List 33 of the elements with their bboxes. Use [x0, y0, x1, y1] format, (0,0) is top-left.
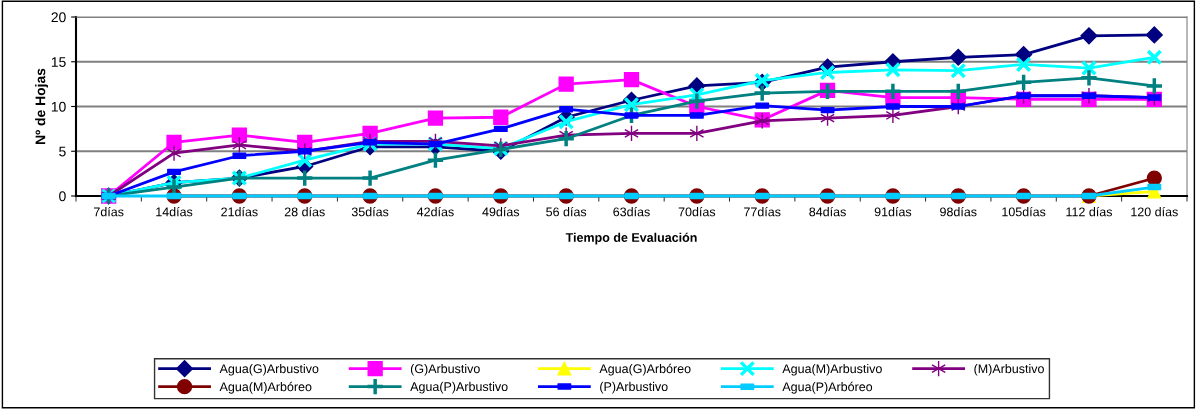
x-tick-label: 84días: [809, 206, 846, 217]
legend-label: Agua(P)Arbustivo: [410, 381, 508, 394]
y-tick-label: 10: [51, 101, 66, 112]
y-tick-label: 20: [51, 12, 66, 23]
x-tick-label: 56 días: [546, 206, 587, 217]
x-tick-label: 14días: [156, 206, 193, 217]
legend-label: (G)Arbustivo: [410, 363, 480, 376]
x-tick-label: 49días: [482, 206, 520, 217]
legend-label: Agua(G)Arbustivo: [219, 363, 319, 376]
y-tick-label: 15: [51, 57, 66, 67]
x-tick-label: 77días: [744, 206, 781, 217]
x-tick-label: 120 días: [1131, 206, 1178, 217]
legend-label: Agua(P)Arbóreo: [782, 381, 873, 394]
x-tick-label: 91días: [874, 206, 912, 217]
legend-label: Agua(M)Arbustivo: [782, 363, 882, 376]
y-tick-label: 0: [59, 191, 66, 202]
x-tick-label: 70días: [678, 206, 716, 217]
legend-label: Agua(G)Arbóreo: [599, 363, 691, 376]
x-tick-label: 28 días: [284, 206, 325, 217]
x-tick-label: 7días: [94, 206, 124, 217]
x-tick-label: 35días: [351, 206, 389, 217]
x-axis-title: Tiempo de Evaluación: [565, 232, 697, 245]
legend-label: (M)Arbustivo: [974, 363, 1044, 376]
x-tick-label: 105días: [1002, 206, 1046, 217]
x-tick-label: 42días: [416, 206, 454, 217]
x-tick-label: 63días: [613, 206, 650, 217]
y-tick-label: 5: [59, 146, 66, 157]
x-tick-label: 112 días: [1066, 206, 1113, 217]
x-tick-label: 98días: [940, 206, 977, 217]
legend-label: Agua(M)Arbóreo: [219, 381, 312, 394]
legend-label: (P)Arbustivo: [600, 381, 668, 394]
x-tick-label: 21días: [221, 206, 258, 217]
y-axis-title: Nº de Hojas: [35, 68, 49, 144]
